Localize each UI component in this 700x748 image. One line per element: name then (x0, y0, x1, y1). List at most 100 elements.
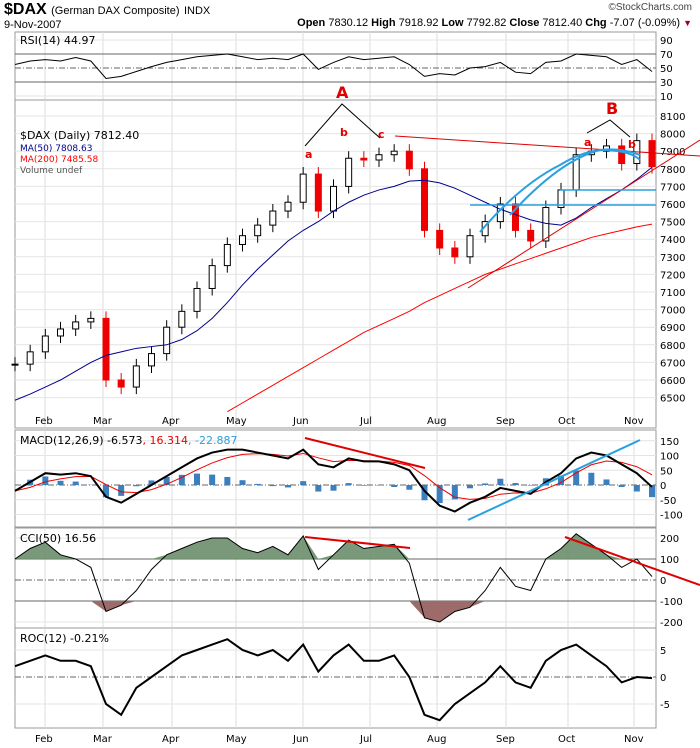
macd-hist-bar (633, 485, 640, 492)
chg-value: -7.07 (-0.09%) (609, 17, 681, 29)
y-tick-label-rsi: 70 (660, 50, 673, 61)
macd-hist-bar (451, 485, 458, 500)
wave-a-lines (304, 103, 381, 147)
y-tick-label-price: 7800 (660, 165, 685, 176)
x-tick-label: Sep (496, 734, 515, 745)
candle-body (451, 247, 459, 258)
panel-price (14, 99, 657, 429)
candle-body (239, 235, 246, 245)
x-tick-label: Aug (427, 734, 447, 745)
macd-hist-bar (103, 485, 109, 498)
rsi-legend: RSI(14) 44.97 (20, 34, 95, 47)
macd-hist-bar (603, 479, 610, 485)
roc-legend: ROC(12) -0.21% (20, 632, 109, 645)
y-tick-label-macd: -50 (660, 496, 676, 507)
macd-hist-bar (300, 481, 307, 485)
macd-hist-bar (209, 474, 216, 485)
candle-body (436, 229, 444, 249)
macd-hist-bar (421, 485, 428, 501)
candle-body (360, 157, 368, 161)
candle-body (405, 150, 413, 170)
security-name: (German DAX Composite) (51, 5, 180, 17)
candle-body (466, 235, 474, 258)
y-tick-label-macd: -100 (660, 511, 683, 522)
y-tick-label-price: 7100 (660, 288, 685, 299)
macd-legend-part: , 16.314 (143, 434, 188, 447)
candle-body (314, 173, 322, 212)
macd-hist-bar (239, 480, 246, 485)
y-tick-label-price: 6600 (660, 376, 685, 387)
low-label: Low (441, 17, 464, 29)
y-tick-label-rsi: 90 (660, 36, 673, 47)
quote-bar: Open 7830.12 High 7918.92 Low 7792.82 Cl… (297, 17, 692, 30)
macd-hist-bar (269, 485, 276, 487)
macd-hist-bar (163, 476, 170, 485)
high-value: 7918.92 (398, 17, 439, 29)
macd-hist-bar (285, 485, 291, 488)
candle-body (102, 317, 110, 381)
annotation-A: A (336, 83, 349, 102)
open-label: Open (297, 17, 326, 29)
x-tick-label: Jul (359, 416, 372, 427)
candle-body (117, 379, 125, 388)
y-tick-label-price: 8100 (660, 112, 685, 123)
y-tick-label-price: 8000 (660, 130, 685, 141)
candle-body (648, 140, 656, 168)
x-tick-label: Mar (93, 416, 113, 427)
macd-hist-bar (467, 485, 473, 489)
y-tick-label-cci: -100 (660, 597, 683, 608)
price-legend: $DAX (Daily) 7812.40 (20, 129, 139, 142)
macd-hist-bar (194, 473, 200, 485)
ma200-line (227, 223, 653, 413)
macd-hist-bar (315, 485, 322, 492)
candle-body (163, 326, 171, 355)
candle-body (390, 150, 398, 156)
macd-legend: MACD(12,26,9) -6.573, 16.314, -22.887 (20, 434, 237, 447)
y-tick-label-roc: 0 (660, 673, 666, 684)
x-tick-label: Aug (427, 416, 447, 427)
chg-label: Chg (585, 17, 607, 29)
exchange: INDX (183, 5, 211, 17)
symbol: $DAX (4, 1, 47, 18)
macd-hist-bar (406, 485, 413, 490)
annotation-b: b (340, 126, 348, 139)
macd-hist-bar (178, 474, 185, 485)
y-tick-label-price: 6900 (660, 323, 685, 334)
macd-hist-bar (330, 485, 337, 491)
candle-body (421, 168, 428, 231)
macd-hist-bar (512, 483, 519, 485)
annotation-B: B (606, 99, 618, 118)
ma200-legend: MA(200) 7485.58 (20, 155, 98, 165)
macd-hist-bar (497, 478, 504, 485)
y-tick-label-cci: 200 (660, 534, 679, 545)
candle-body (193, 287, 201, 312)
x-tick-label: Apr (162, 734, 180, 745)
chart-title: $DAX (German DAX Composite) INDX (4, 0, 210, 21)
macd-hist-bar (72, 481, 79, 485)
x-tick-label: Sep (496, 416, 515, 427)
x-tick-label: Oct (558, 416, 575, 427)
macd-hist-bar (57, 480, 64, 485)
x-tick-label: Feb (35, 416, 53, 427)
annotation-b: b (628, 138, 636, 151)
y-tick-label-price: 7900 (660, 147, 685, 158)
x-tick-label: Feb (35, 734, 53, 745)
copyright: ©StockCharts.com (608, 2, 692, 13)
x-tick-label: Apr (162, 416, 180, 427)
macd-trendline-up (467, 439, 641, 521)
macd-legend-part: , -22.887 (188, 434, 237, 447)
candle-body (512, 203, 519, 231)
macd-hist-bar (118, 485, 125, 496)
macd-hist-bar (436, 485, 443, 503)
y-tick-label-rsi: 10 (660, 92, 673, 103)
x-tick-label: Jul (359, 734, 372, 745)
candle-body (299, 173, 307, 203)
x-tick-label: Mar (93, 734, 113, 745)
y-tick-label-macd: 150 (660, 437, 679, 448)
y-tick-label-macd: 0 (660, 481, 666, 492)
candle-body (178, 310, 186, 328)
x-tick-label: Nov (624, 734, 644, 745)
x-tick-label: Jun (292, 734, 309, 745)
x-tick-label: Oct (558, 734, 575, 745)
